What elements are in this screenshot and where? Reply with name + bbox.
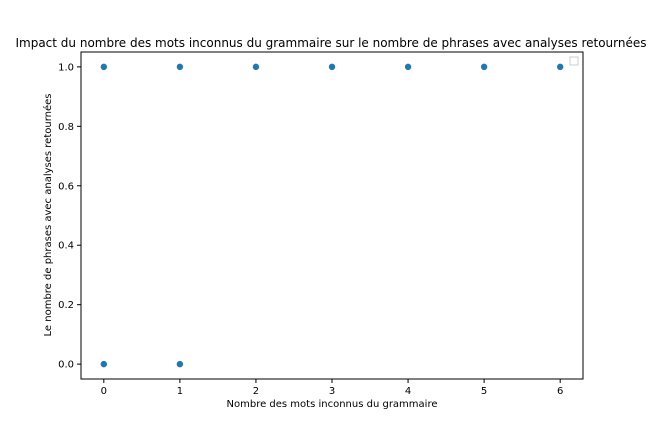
x-tick-label: 4 — [405, 386, 411, 397]
legend-box — [569, 56, 579, 66]
scatter-point — [328, 63, 336, 71]
x-axis-label: Nombre des mots inconnus du grammaire — [227, 399, 438, 410]
scatter-point — [100, 63, 108, 71]
x-tick-label: 5 — [481, 386, 487, 397]
x-tick-label: 6 — [557, 386, 563, 397]
y-tick-label: 0.4 — [58, 241, 74, 252]
plot-area — [100, 63, 564, 368]
chart-title: Impact du nombre des mots inconnus du gr… — [15, 36, 646, 50]
scatter-point — [556, 63, 564, 71]
y-axis-label: Le nombre de phrases avec analyses retou… — [42, 94, 54, 337]
y-tick-label: 0.2 — [58, 300, 74, 311]
scatter-point — [404, 63, 412, 71]
x-tick-label: 0 — [101, 386, 107, 397]
x-tick-label: 2 — [253, 386, 259, 397]
y-tick-label: 0.0 — [58, 360, 74, 371]
scatter-point — [176, 360, 184, 368]
x-tick-label: 3 — [329, 386, 335, 397]
scatter-point — [176, 63, 184, 71]
scatter-point — [100, 360, 108, 368]
y-tick-label: 0.6 — [58, 181, 74, 192]
y-axis-ticks: 0.0 0.2 0.4 0.6 0.8 1.0 — [58, 62, 81, 371]
scatter-point — [480, 63, 488, 71]
x-tick-label: 1 — [177, 386, 183, 397]
y-tick-label: 0.8 — [58, 122, 74, 133]
axes-frame — [80, 51, 584, 380]
y-tick-label: 1.0 — [58, 62, 74, 73]
x-axis-ticks: 0 1 2 3 4 5 6 — [101, 379, 563, 397]
scatter-point — [252, 63, 260, 71]
